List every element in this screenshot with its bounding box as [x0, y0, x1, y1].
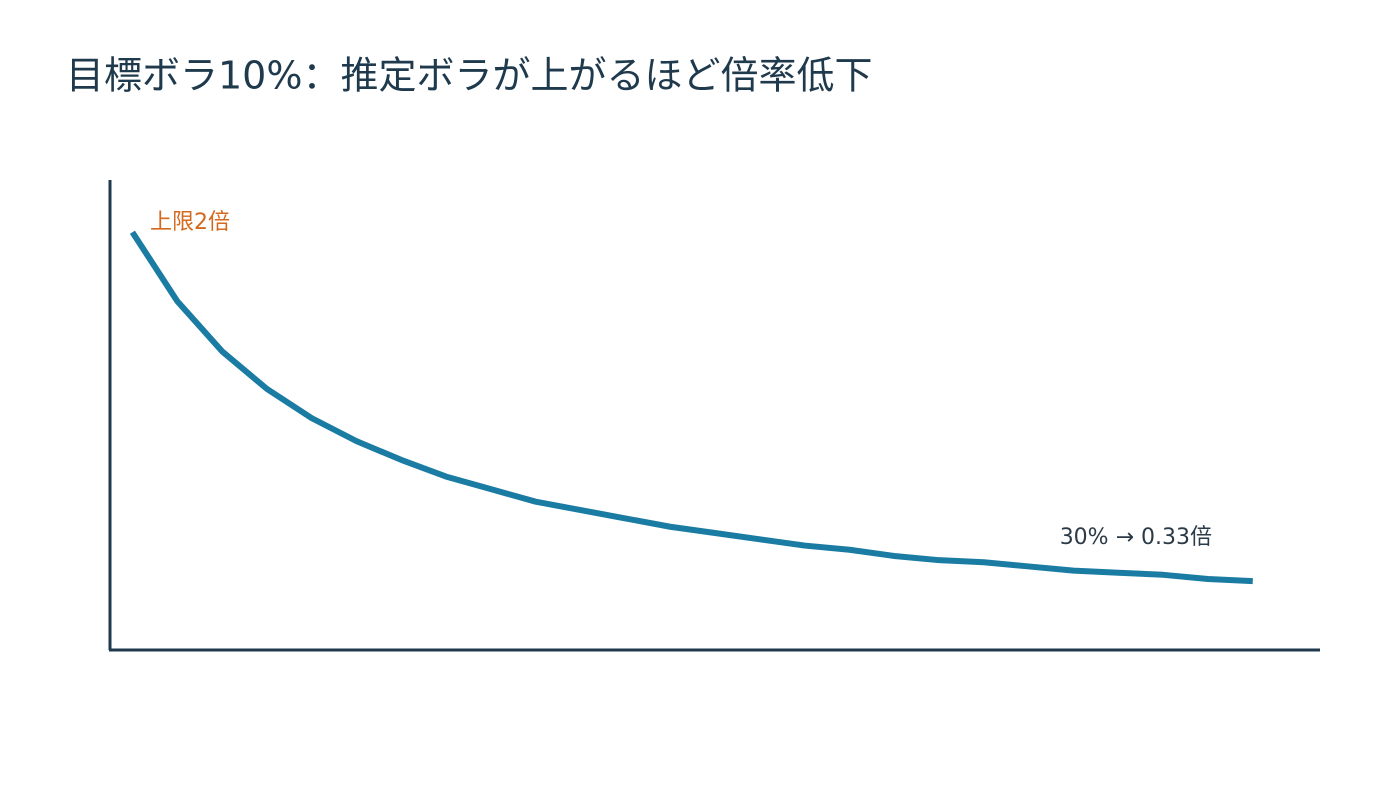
data-line: [129, 230, 1253, 585]
annotation: 上限2倍: [150, 210, 230, 235]
annotation: 30% → 0.33倍: [1060, 525, 1212, 550]
chart-title: 目標ボラ10%：推定ボラが上がるほど倍率低下: [66, 54, 872, 98]
